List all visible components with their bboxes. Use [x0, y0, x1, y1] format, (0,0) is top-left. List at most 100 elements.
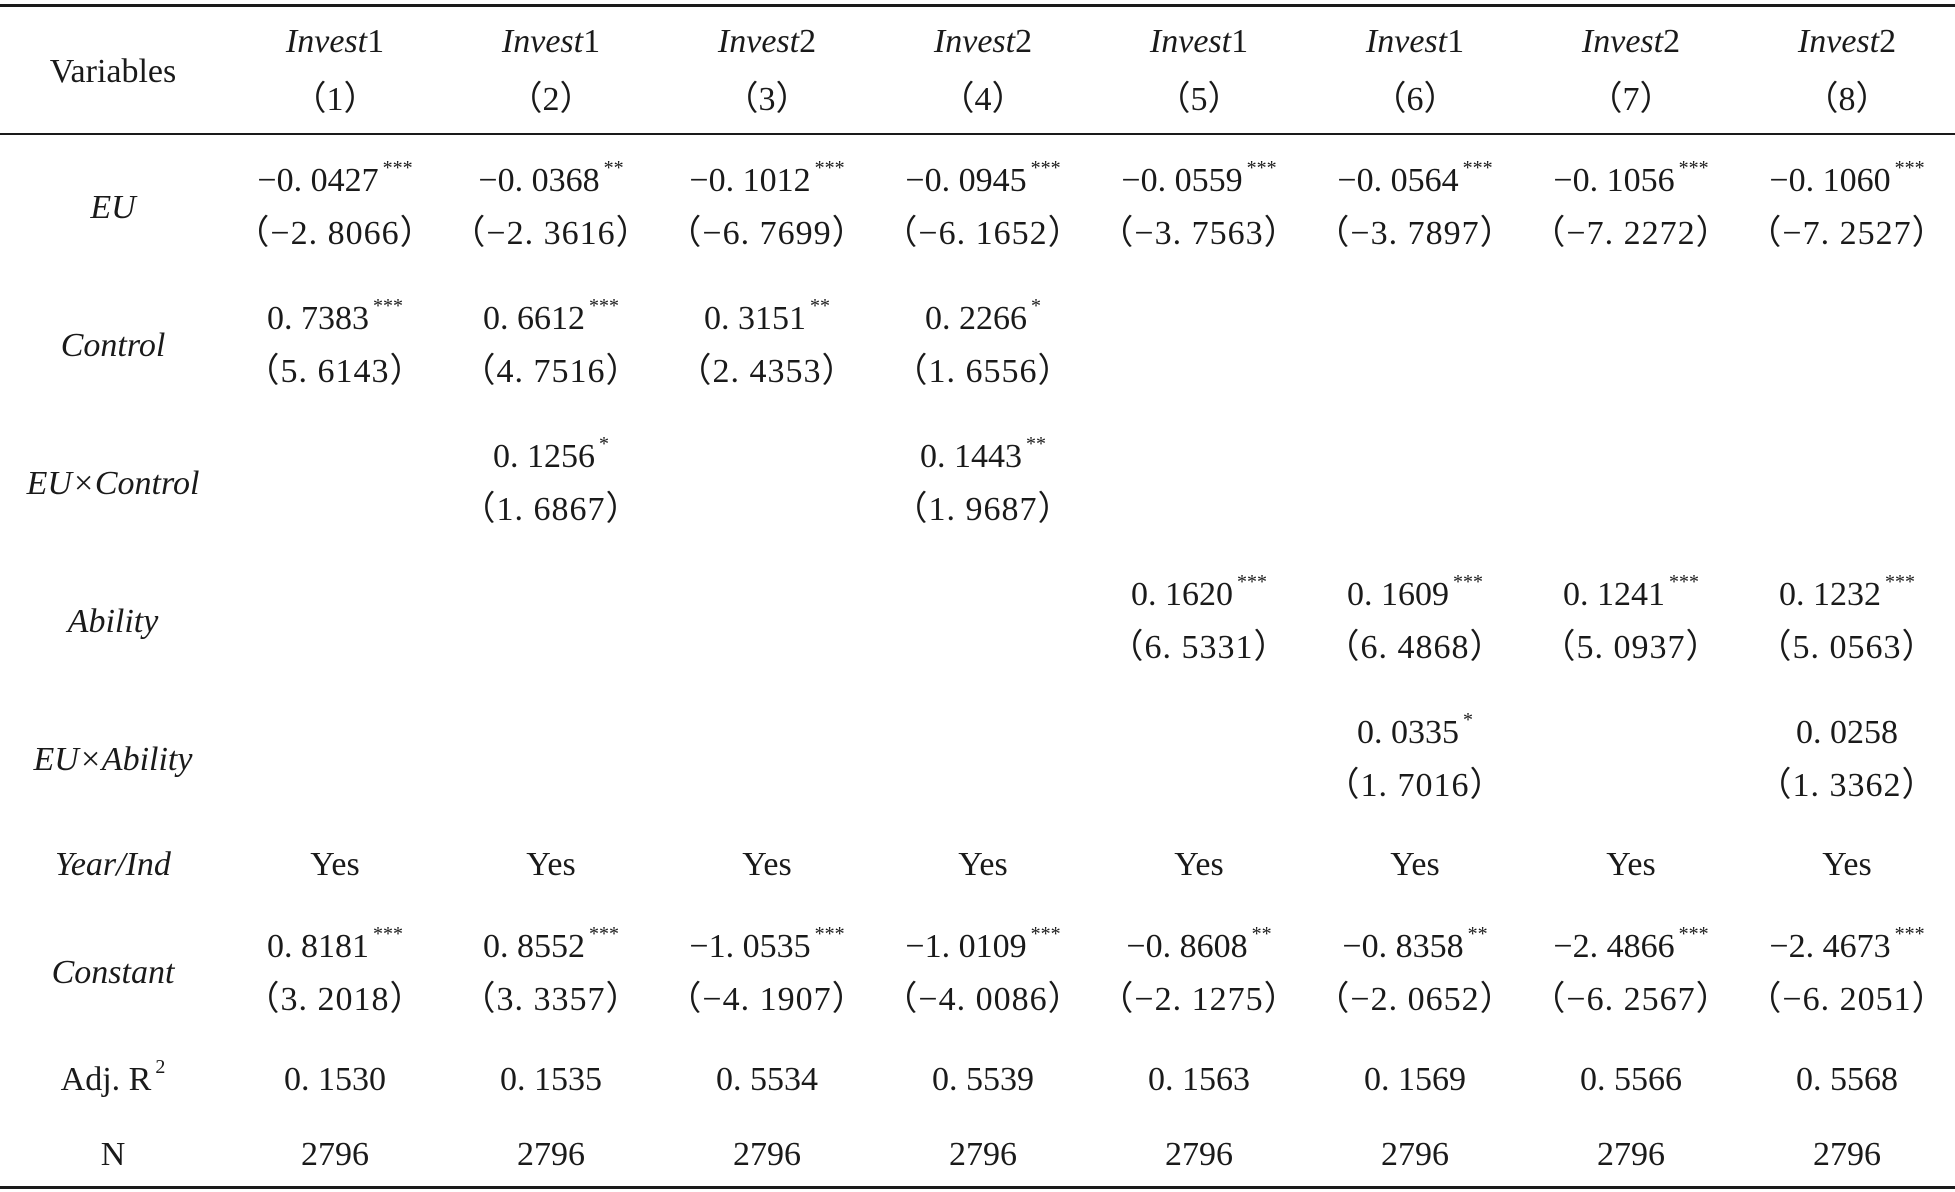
coef-value: 0. 0335: [1357, 714, 1459, 751]
t-stat-value: （−2. 0652）: [1315, 981, 1515, 1018]
coef-value: −0. 8608: [1126, 928, 1248, 965]
significance-stars: *: [1463, 709, 1473, 731]
coef-value: 0. 7383: [267, 300, 369, 337]
observation-count: 2796: [517, 1136, 585, 1173]
dep-var-name: Invest: [1365, 23, 1448, 60]
cell-r1-c7-tstat: （−7. 2272）: [1531, 217, 1730, 251]
cell-r4-c6-coef: 0. 1609 ***: [1347, 572, 1483, 613]
cell-r2-c1-coef: 0. 7383 ***: [267, 296, 403, 337]
t-stat-value: （−3. 7897）: [1315, 215, 1515, 252]
header-model-num-6: （6）: [1373, 83, 1458, 117]
header-rule: [0, 133, 1955, 135]
significance-stars: ***: [1462, 157, 1493, 179]
year-ind-value-1: Yes: [310, 848, 359, 882]
model-number: （5）: [1156, 81, 1242, 118]
constant-c1-coef: 0. 8181 ***: [267, 924, 403, 964]
observation-count: 2796: [1165, 1136, 1233, 1173]
significance-stars: ***: [814, 157, 845, 179]
coef-value: 0. 1443: [920, 438, 1022, 475]
row-label-eu: EU: [90, 190, 135, 225]
coef-value: 0. 1232: [1779, 576, 1881, 613]
cell-r4-c8-tstat: （5. 0563）: [1758, 631, 1937, 665]
cell-r2-c4-tstat: （1. 6556）: [894, 355, 1073, 389]
significance-stars: ***: [1894, 157, 1925, 179]
year-ind-value-4: Yes: [958, 848, 1007, 882]
cell-r3-c2-coef: 0. 1256 *: [493, 434, 609, 474]
cell-r4-c5-tstat: （6. 5331）: [1110, 631, 1289, 665]
coef-value: −2. 4866: [1553, 928, 1675, 965]
cell-r4-c5-coef: 0. 1620 ***: [1131, 572, 1267, 612]
cell-r1-c8-coef: −0. 1060 ***: [1769, 158, 1924, 198]
year-ind-value-2: Yes: [526, 848, 575, 882]
header-dep-var-1: Invest1: [286, 25, 384, 59]
dep-var-number: 2: [799, 23, 817, 60]
adj-r2-value-8: 0. 5568: [1796, 1063, 1898, 1097]
dep-var-number: 1: [367, 23, 385, 60]
t-stat-value: （−6. 2051）: [1747, 981, 1947, 1018]
r-squared-superscript: 2: [155, 1056, 166, 1078]
significance-stars: ***: [1237, 571, 1267, 593]
significance-stars: ***: [589, 295, 619, 317]
significance-stars: **: [1251, 923, 1272, 945]
header-model-num-2: （2）: [509, 83, 594, 117]
dep-var-name: Invest: [1581, 23, 1664, 60]
significance-stars: **: [1467, 923, 1488, 945]
n-value-5: 2796: [1165, 1138, 1233, 1172]
significance-stars: ***: [373, 923, 403, 945]
fixed-effect-indicator: Yes: [310, 846, 360, 883]
cell-r3-c4-tstat: （1. 9687）: [894, 493, 1073, 527]
header-model-num-7: （7）: [1589, 83, 1674, 117]
dep-var-name: Invest: [285, 23, 368, 60]
row-label-text: Control: [60, 326, 166, 364]
cell-r1-c5-coef: −0. 0559 ***: [1121, 158, 1276, 199]
top-rule: [0, 4, 1955, 7]
cell-r1-c4-coef: −0. 0945 ***: [905, 158, 1060, 198]
coef-value: −0. 0427: [257, 162, 379, 199]
dep-var-number: 1: [1447, 23, 1465, 60]
t-stat-value: （6. 5331）: [1109, 629, 1289, 666]
year-ind-value-8: Yes: [1822, 848, 1871, 882]
constant-c3-tstat: （−4. 1907）: [667, 983, 866, 1017]
coef-value: 0. 8552: [483, 928, 585, 965]
fixed-effect-indicator: Yes: [1822, 846, 1872, 883]
cell-r1-c6-tstat: （−3. 7897）: [1315, 217, 1514, 251]
fixed-effect-indicator: Yes: [1174, 846, 1224, 883]
model-number: （4）: [940, 81, 1026, 118]
cell-r1-c4-tstat: （−6. 1652）: [883, 217, 1082, 251]
cell-r3-c2-tstat: （1. 6867）: [462, 493, 641, 527]
significance-stars: ***: [1453, 571, 1483, 593]
adj-r2-value: 0. 5568: [1796, 1061, 1898, 1098]
model-number: （8）: [1804, 81, 1890, 118]
n-value-4: 2796: [949, 1138, 1017, 1172]
n-value-1: 2796: [301, 1138, 369, 1172]
header-dep-var-3: Invest2: [718, 25, 816, 59]
dep-var-name: Invest: [501, 23, 584, 60]
cell-r1-c6-coef: −0. 0564 ***: [1337, 158, 1492, 198]
coef-value: −0. 0559: [1121, 162, 1243, 199]
header-dep-var-6: Invest1: [1366, 25, 1464, 59]
row-label-control: Control: [60, 326, 166, 364]
t-stat-value: （−7. 2527）: [1747, 215, 1947, 252]
cell-r1-c7-coef: −0. 1056 ***: [1553, 158, 1708, 198]
coef-value: 0. 1609: [1347, 576, 1449, 613]
row-label-text: EU×Ability: [33, 740, 193, 778]
coef-value: −0. 8358: [1342, 928, 1464, 965]
constant-c5-coef: −0. 8608 **: [1126, 924, 1271, 965]
t-stat-value: （1. 6556）: [893, 353, 1073, 390]
constant-c6-tstat: （−2. 0652）: [1315, 983, 1514, 1017]
cell-r1-c5-tstat: （−3. 7563）: [1099, 217, 1298, 251]
t-stat-value: （5. 0563）: [1757, 629, 1937, 666]
adj-r2-value-4: 0. 5539: [932, 1063, 1034, 1097]
constant-c7-tstat: （−6. 2567）: [1531, 983, 1730, 1017]
row-label-text: Adj. R: [60, 1061, 152, 1098]
significance-stars: ***: [1030, 157, 1061, 179]
adj-r2-value-6: 0. 1569: [1364, 1063, 1466, 1097]
dep-var-number: 1: [583, 23, 601, 60]
header-dep-var-2: Invest1: [502, 25, 600, 59]
fixed-effect-indicator: Yes: [1606, 846, 1656, 883]
cell-r1-c1-coef: −0. 0427 ***: [257, 158, 412, 199]
cell-r3-c4-coef: 0. 1443 **: [920, 434, 1046, 475]
header-dep-var-4: Invest2: [934, 25, 1032, 59]
dep-var-name: Invest: [1149, 23, 1232, 60]
